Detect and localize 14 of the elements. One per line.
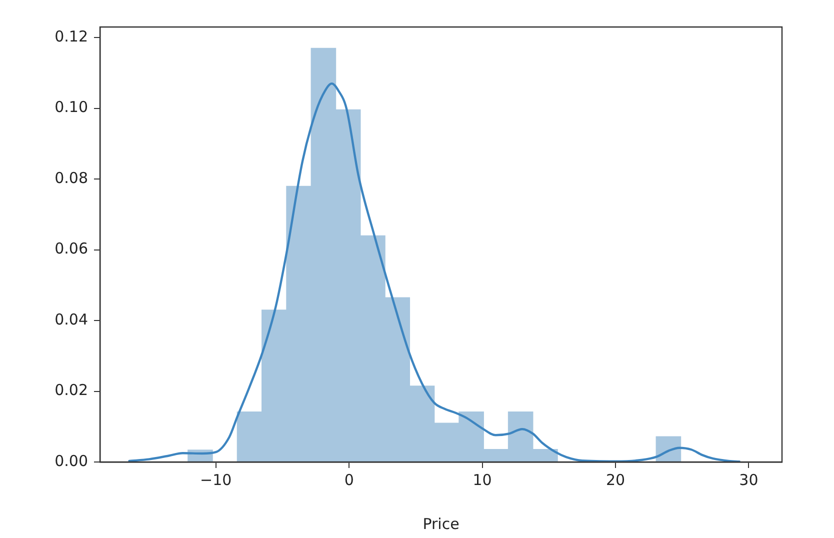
y-tick-label: 0.06 [54, 240, 88, 258]
y-tick-label: 0.04 [54, 310, 88, 328]
x-tick-label: −10 [200, 470, 232, 489]
x-tick-label: 30 [739, 470, 758, 489]
x-tick-label: 20 [606, 470, 626, 489]
y-tick-label: 0.08 [54, 168, 88, 187]
x-tick-label: 10 [472, 470, 492, 489]
x-axis-title: Price [422, 514, 460, 533]
y-tick-label: 0.12 [54, 28, 88, 46]
y-tick-label: 0.02 [54, 381, 88, 400]
x-tick-label: 0 [344, 470, 354, 489]
y-tick-label: 0.00 [54, 452, 88, 470]
line-series [128, 82, 740, 462]
y-tick-label: 0.10 [54, 98, 88, 116]
